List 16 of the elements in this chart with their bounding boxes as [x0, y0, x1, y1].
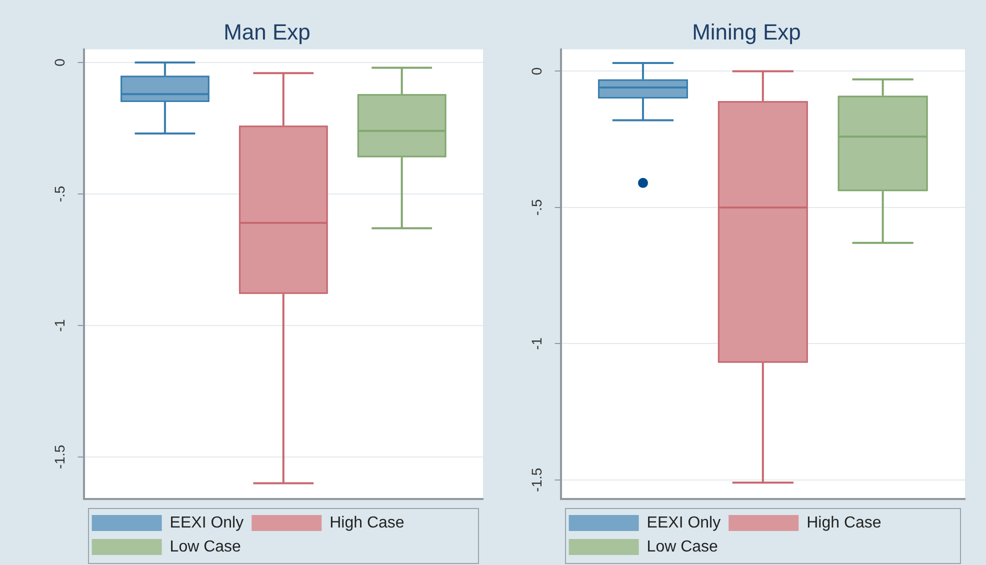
legend-label: Low Case: [646, 538, 718, 556]
y-tick-label: -1.5: [52, 444, 68, 469]
chart-title: Man Exp: [224, 19, 310, 44]
chart-title: Mining Exp: [692, 19, 801, 44]
legend-label: EEXI Only: [646, 514, 721, 532]
legend-label: High Case: [806, 514, 882, 532]
legend-label: Low Case: [170, 538, 242, 556]
y-tick-label: 0: [528, 67, 545, 76]
legend-label: EEXI Only: [170, 514, 244, 532]
y-tick-label: -1: [528, 337, 545, 350]
y-tick-label: -1: [52, 319, 68, 332]
y-tick-label: 0: [52, 58, 68, 66]
legend-label: High Case: [330, 514, 404, 532]
y-tick-label: -1.5: [528, 468, 545, 492]
y-tick-label: -.5: [528, 199, 545, 216]
y-tick-label: -.5: [52, 186, 68, 202]
